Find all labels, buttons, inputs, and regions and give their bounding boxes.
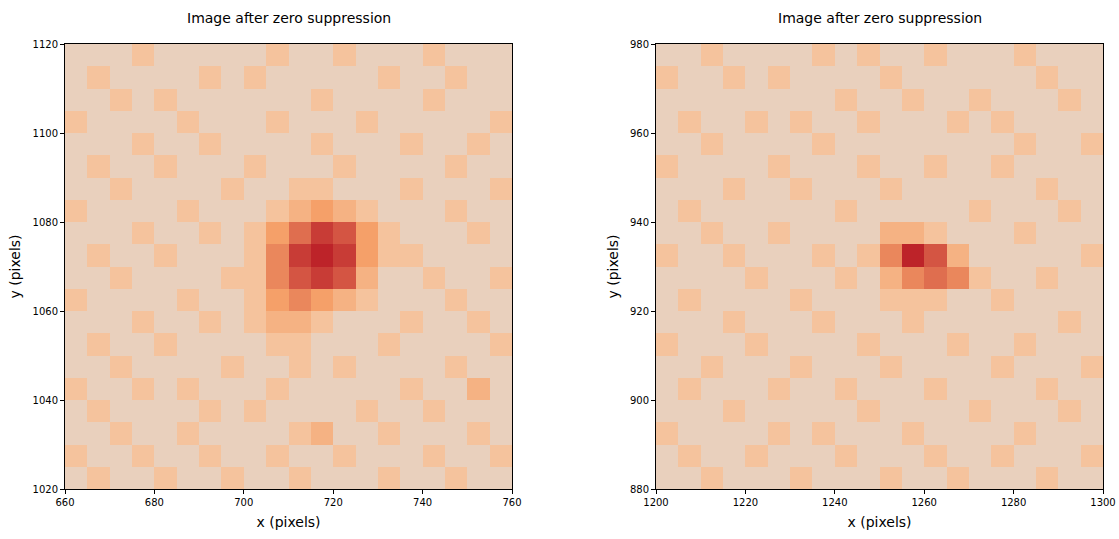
- svg-text:1080: 1080: [33, 217, 58, 228]
- svg-text:660: 660: [55, 497, 74, 508]
- svg-text:1060: 1060: [33, 306, 58, 317]
- svg-text:960: 960: [630, 128, 649, 139]
- svg-text:x (pixels): x (pixels): [256, 514, 320, 530]
- svg-text:x (pixels): x (pixels): [847, 514, 911, 530]
- svg-text:1100: 1100: [33, 128, 58, 139]
- svg-text:760: 760: [502, 497, 521, 508]
- svg-text:Image after zero suppression: Image after zero suppression: [187, 10, 391, 26]
- svg-text:1280: 1280: [1001, 497, 1026, 508]
- svg-text:1300: 1300: [1090, 497, 1115, 508]
- svg-text:1020: 1020: [33, 484, 58, 495]
- svg-text:1260: 1260: [911, 497, 936, 508]
- svg-text:y (pixels): y (pixels): [605, 234, 621, 298]
- svg-text:y (pixels): y (pixels): [7, 234, 23, 298]
- svg-text:1040: 1040: [33, 395, 58, 406]
- svg-text:680: 680: [145, 497, 164, 508]
- svg-text:980: 980: [630, 39, 649, 50]
- svg-text:880: 880: [630, 484, 649, 495]
- svg-text:1240: 1240: [822, 497, 847, 508]
- svg-text:940: 940: [630, 217, 649, 228]
- svg-text:1120: 1120: [33, 39, 58, 50]
- svg-text:720: 720: [324, 497, 343, 508]
- svg-text:1220: 1220: [733, 497, 758, 508]
- svg-text:920: 920: [630, 306, 649, 317]
- svg-text:900: 900: [630, 395, 649, 406]
- svg-text:1200: 1200: [643, 497, 668, 508]
- svg-text:Image after zero suppression: Image after zero suppression: [778, 10, 982, 26]
- svg-text:740: 740: [413, 497, 432, 508]
- svg-text:700: 700: [234, 497, 253, 508]
